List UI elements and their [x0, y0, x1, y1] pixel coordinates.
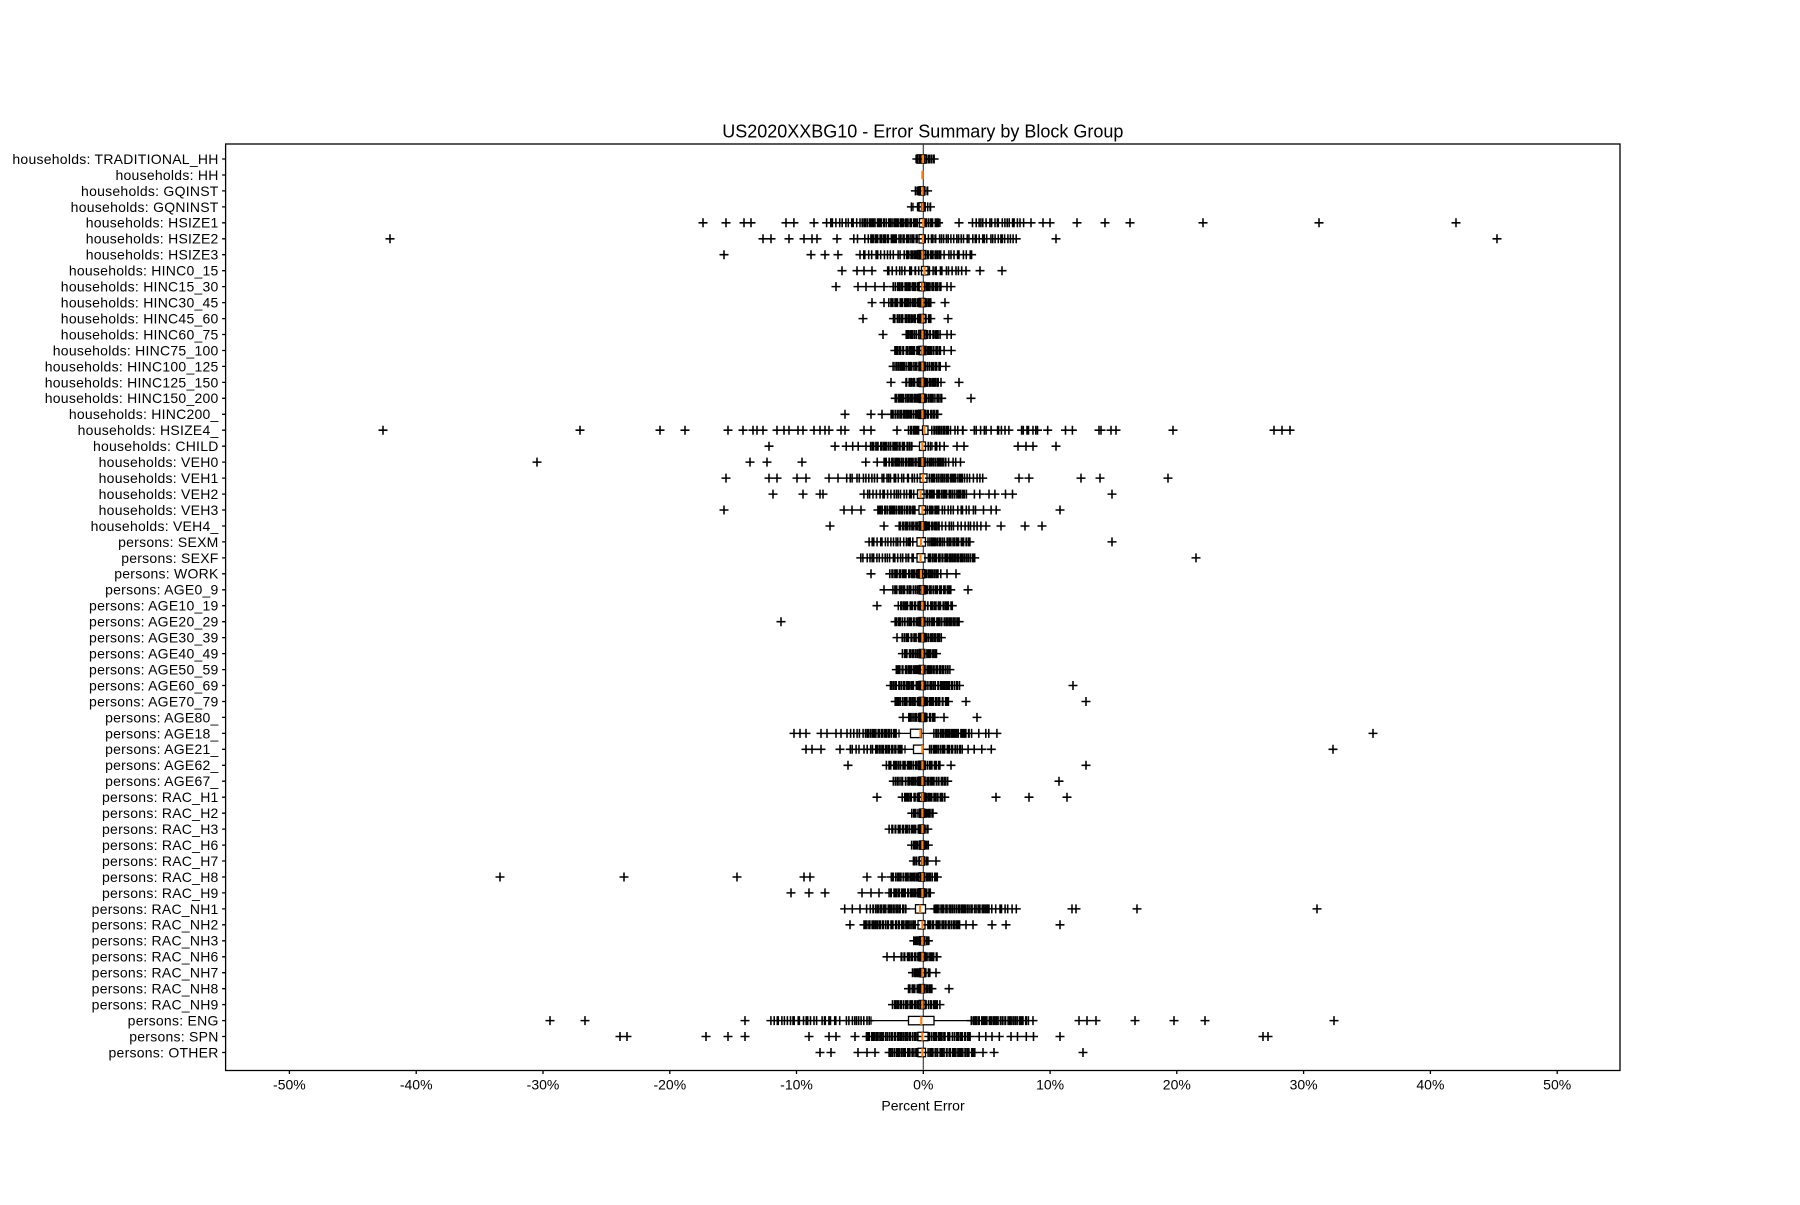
svg-text:households: VEH2: households: VEH2	[99, 486, 219, 502]
svg-text:households: TRADITIONAL_HH: households: TRADITIONAL_HH	[12, 151, 218, 167]
svg-text:persons: OTHER: persons: OTHER	[109, 1044, 219, 1060]
svg-text:households: HINC200_: households: HINC200_	[69, 406, 219, 422]
svg-text:persons: SPN: persons: SPN	[129, 1028, 218, 1044]
svg-text:US2020XXBG10 - Error Summary b: US2020XXBG10 - Error Summary by Block Gr…	[722, 122, 1123, 142]
svg-text:persons: AGE70_79: persons: AGE70_79	[89, 693, 219, 709]
svg-text:persons: AGE20_29: persons: AGE20_29	[89, 614, 219, 630]
svg-text:households: CHILD: households: CHILD	[93, 438, 219, 454]
svg-text:20%: 20%	[1163, 1077, 1191, 1093]
svg-text:persons: WORK: persons: WORK	[114, 566, 219, 582]
svg-text:persons: RAC_H8: persons: RAC_H8	[102, 869, 219, 885]
svg-text:persons: RAC_NH9: persons: RAC_NH9	[92, 997, 219, 1013]
svg-text:30%: 30%	[1290, 1077, 1318, 1093]
svg-text:persons: RAC_H2: persons: RAC_H2	[102, 805, 219, 821]
svg-text:-50%: -50%	[273, 1077, 306, 1093]
svg-text:persons: AGE18_: persons: AGE18_	[105, 725, 219, 741]
svg-text:households: HSIZE1: households: HSIZE1	[86, 215, 219, 231]
svg-text:-30%: -30%	[527, 1077, 560, 1093]
svg-text:persons: AGE67_: persons: AGE67_	[105, 773, 219, 789]
svg-text:households: HINC75_100: households: HINC75_100	[53, 342, 219, 358]
svg-text:households: HINC45_60: households: HINC45_60	[61, 310, 219, 326]
svg-text:10%: 10%	[1036, 1077, 1064, 1093]
svg-text:persons: RAC_NH7: persons: RAC_NH7	[92, 965, 219, 981]
svg-text:persons: AGE10_19: persons: AGE10_19	[89, 598, 219, 614]
svg-text:households: VEH1: households: VEH1	[99, 470, 219, 486]
svg-text:persons: AGE30_39: persons: AGE30_39	[89, 630, 219, 646]
svg-text:-10%: -10%	[780, 1077, 813, 1093]
svg-text:households: GQNINST: households: GQNINST	[71, 199, 219, 215]
svg-text:households: GQINST: households: GQINST	[81, 183, 219, 199]
svg-text:persons: AGE40_49: persons: AGE40_49	[89, 646, 219, 662]
svg-text:persons: RAC_H1: persons: RAC_H1	[102, 789, 219, 805]
svg-text:persons: RAC_NH2: persons: RAC_NH2	[92, 917, 219, 933]
svg-text:persons: RAC_NH6: persons: RAC_NH6	[92, 949, 219, 965]
svg-text:persons: ENG: persons: ENG	[128, 1013, 219, 1029]
svg-text:households: HINC60_75: households: HINC60_75	[61, 326, 219, 342]
svg-text:households: HSIZE4_: households: HSIZE4_	[78, 422, 219, 438]
svg-text:persons: AGE60_69: persons: AGE60_69	[89, 677, 219, 693]
svg-text:persons: RAC_NH8: persons: RAC_NH8	[92, 981, 219, 997]
svg-text:-20%: -20%	[653, 1077, 686, 1093]
svg-text:persons: RAC_H7: persons: RAC_H7	[102, 853, 219, 869]
svg-text:-40%: -40%	[400, 1077, 433, 1093]
svg-text:households: VEH0: households: VEH0	[99, 454, 219, 470]
svg-text:persons: RAC_H3: persons: RAC_H3	[102, 821, 219, 837]
svg-text:persons: SEXF: persons: SEXF	[121, 550, 218, 566]
svg-text:households: HINC100_125: households: HINC100_125	[45, 358, 219, 374]
svg-text:households: HSIZE2: households: HSIZE2	[86, 231, 219, 247]
svg-text:40%: 40%	[1416, 1077, 1444, 1093]
svg-text:households: HINC150_200: households: HINC150_200	[45, 390, 219, 406]
svg-text:Percent Error: Percent Error	[881, 1098, 965, 1114]
svg-text:persons: AGE80_: persons: AGE80_	[105, 709, 219, 725]
svg-text:persons: RAC_NH3: persons: RAC_NH3	[92, 933, 219, 949]
svg-text:households: HH: households: HH	[115, 167, 218, 183]
svg-text:households: VEH4_: households: VEH4_	[91, 518, 219, 534]
svg-text:persons: AGE62_: persons: AGE62_	[105, 757, 219, 773]
svg-text:persons: AGE50_59: persons: AGE50_59	[89, 662, 219, 678]
svg-text:persons: RAC_H6: persons: RAC_H6	[102, 837, 219, 853]
svg-text:persons: RAC_H9: persons: RAC_H9	[102, 885, 219, 901]
svg-text:persons: AGE0_9: persons: AGE0_9	[105, 582, 219, 598]
svg-text:50%: 50%	[1543, 1077, 1571, 1093]
svg-text:households: HINC0_15: households: HINC0_15	[69, 263, 219, 279]
svg-text:persons: AGE21_: persons: AGE21_	[105, 741, 219, 757]
svg-text:persons: RAC_NH1: persons: RAC_NH1	[92, 901, 219, 917]
svg-text:persons: SEXM: persons: SEXM	[118, 534, 219, 550]
svg-text:households: HINC15_30: households: HINC15_30	[61, 279, 219, 295]
svg-text:households: HINC125_150: households: HINC125_150	[45, 374, 219, 390]
svg-text:households: HSIZE3: households: HSIZE3	[86, 247, 219, 263]
svg-text:households: VEH3: households: VEH3	[99, 502, 219, 518]
svg-text:households: HINC30_45: households: HINC30_45	[61, 295, 219, 311]
svg-text:0%: 0%	[913, 1077, 933, 1093]
